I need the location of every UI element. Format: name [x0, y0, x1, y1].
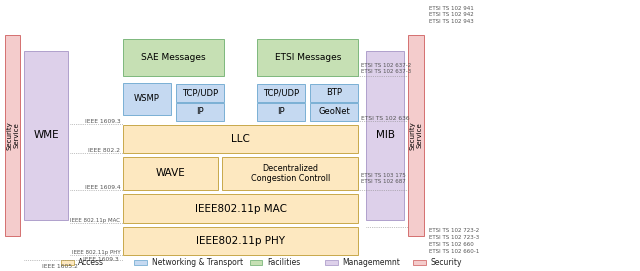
FancyBboxPatch shape: [257, 39, 358, 76]
Text: WME: WME: [33, 131, 59, 140]
FancyBboxPatch shape: [176, 103, 224, 121]
Text: ETSI TS 102 637-2
ETSI TS 102 637-3: ETSI TS 102 637-2 ETSI TS 102 637-3: [361, 63, 412, 74]
FancyBboxPatch shape: [134, 260, 147, 265]
Text: BTP: BTP: [326, 88, 342, 97]
Text: IEEE802.11p PHY: IEEE802.11p PHY: [196, 236, 285, 246]
Text: IEEE 802.11p PHY: IEEE 802.11p PHY: [72, 250, 120, 255]
Text: IP: IP: [278, 107, 285, 116]
Text: ETSI TS 102 723-2: ETSI TS 102 723-2: [429, 228, 479, 233]
FancyBboxPatch shape: [310, 103, 358, 121]
Text: SAE Messages: SAE Messages: [141, 53, 205, 62]
FancyBboxPatch shape: [310, 84, 358, 102]
Text: ETSI TS 102 941: ETSI TS 102 941: [429, 6, 474, 11]
FancyBboxPatch shape: [408, 35, 424, 236]
Text: TCP/UDP: TCP/UDP: [263, 88, 300, 97]
FancyBboxPatch shape: [123, 157, 218, 190]
Text: GeoNet: GeoNet: [318, 107, 350, 116]
Text: Security: Security: [430, 258, 461, 267]
FancyBboxPatch shape: [24, 51, 68, 220]
Text: Security
Service: Security Service: [6, 121, 19, 150]
FancyBboxPatch shape: [123, 194, 358, 223]
Text: IEEE 802.2: IEEE 802.2: [88, 148, 120, 153]
FancyBboxPatch shape: [61, 260, 74, 265]
FancyBboxPatch shape: [257, 103, 305, 121]
Text: IEEE 1609.3: IEEE 1609.3: [83, 257, 119, 262]
FancyBboxPatch shape: [366, 51, 404, 220]
FancyBboxPatch shape: [325, 260, 338, 265]
Text: Facilities: Facilities: [267, 258, 300, 267]
Text: ETSI TS 102 636: ETSI TS 102 636: [361, 116, 410, 121]
Text: Decentralized
Congestion Controll: Decentralized Congestion Controll: [251, 164, 330, 183]
Text: ETSI TS 102 660: ETSI TS 102 660: [429, 242, 474, 247]
FancyBboxPatch shape: [5, 35, 20, 236]
Text: ETSI TS 102 660-1: ETSI TS 102 660-1: [429, 249, 479, 254]
Text: ETSI TS 103 175
ETSI TS 102 687: ETSI TS 103 175 ETSI TS 102 687: [361, 173, 406, 184]
FancyBboxPatch shape: [123, 125, 358, 153]
Text: WAVE: WAVE: [156, 169, 185, 178]
Text: IP: IP: [196, 107, 204, 116]
Text: Security
Service: Security Service: [410, 121, 422, 150]
FancyBboxPatch shape: [123, 83, 171, 115]
Text: IEEE 802.11p MAC: IEEE 802.11p MAC: [70, 218, 120, 223]
Text: ETSI TS 102 942: ETSI TS 102 942: [429, 12, 474, 17]
Text: LLC: LLC: [231, 134, 250, 144]
FancyBboxPatch shape: [123, 227, 358, 255]
Text: TCP/UDP: TCP/UDP: [182, 88, 218, 97]
FancyBboxPatch shape: [123, 39, 224, 76]
Text: ETSI Messages: ETSI Messages: [275, 53, 341, 62]
FancyBboxPatch shape: [250, 260, 262, 265]
Text: Access: Access: [78, 258, 104, 267]
Text: MIB: MIB: [376, 131, 395, 140]
FancyBboxPatch shape: [176, 84, 224, 102]
Text: ETSI TS 102 943: ETSI TS 102 943: [429, 19, 474, 24]
Text: WSMP: WSMP: [134, 94, 160, 104]
Text: IEEE 1609.4: IEEE 1609.4: [84, 185, 120, 190]
Text: IEEE802.11p MAC: IEEE802.11p MAC: [195, 204, 287, 214]
Text: Networking & Transport: Networking & Transport: [152, 258, 243, 267]
FancyBboxPatch shape: [413, 260, 426, 265]
FancyBboxPatch shape: [257, 84, 305, 102]
FancyBboxPatch shape: [222, 157, 358, 190]
Text: ETSI TS 102 723-3: ETSI TS 102 723-3: [429, 235, 479, 240]
Text: IEEE 1605.2: IEEE 1605.2: [42, 264, 77, 269]
Text: IEEE 1609.3: IEEE 1609.3: [84, 119, 120, 124]
Text: Managememnt: Managememnt: [342, 258, 400, 267]
